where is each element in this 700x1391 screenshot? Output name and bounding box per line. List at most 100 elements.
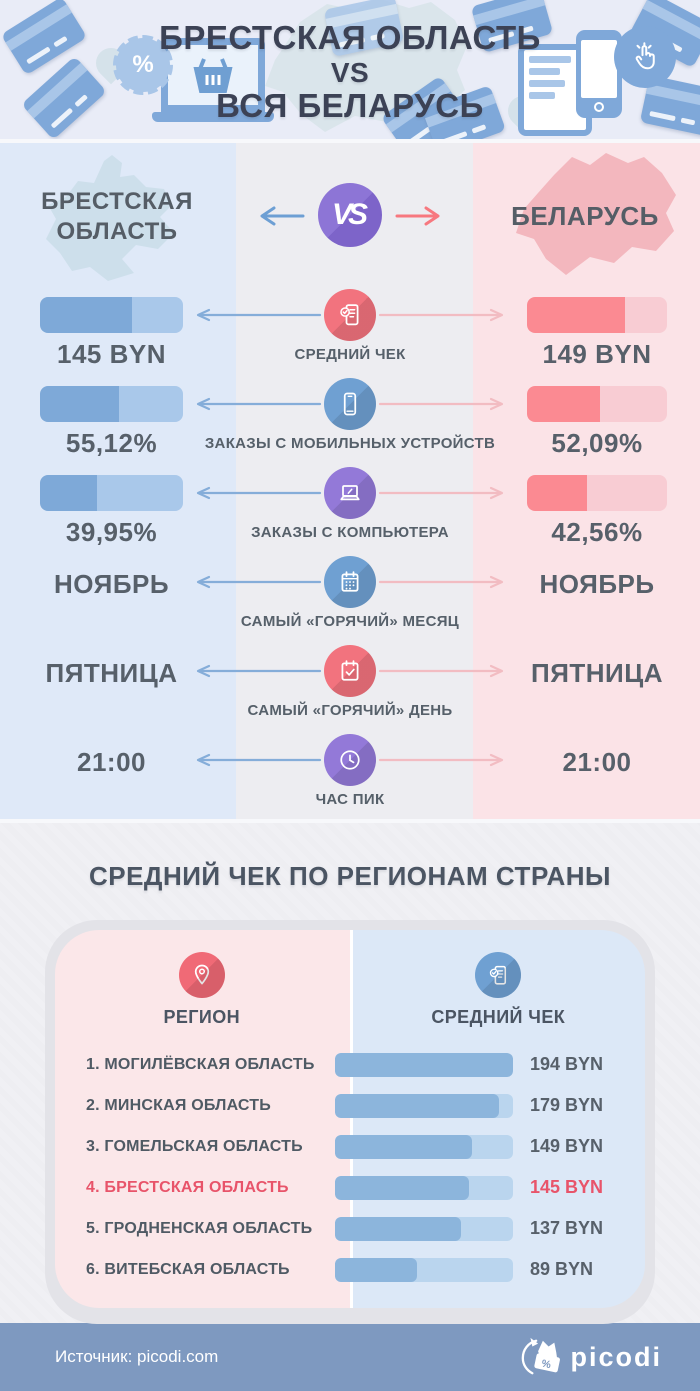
region-bar-fill: [335, 1052, 513, 1077]
region-value: 89 BYN: [530, 1259, 594, 1279]
belarus-map: [516, 153, 676, 275]
value-column-header: СРЕДНИЙ ЧЕК: [352, 952, 646, 1028]
stat-label: ЧАС ПИК: [315, 791, 385, 808]
region-bar-fill: [335, 1093, 499, 1118]
right-value: 42,56%: [551, 517, 643, 547]
left-bar: [40, 475, 183, 511]
stat-label: ЗАКАЗЫ С МОБИЛЬНЫХ УСТРОЙСТВ: [204, 435, 496, 452]
region-bar-fill: [335, 1175, 469, 1200]
region-row: 6. ВИТЕБСКАЯ ОБЛАСТЬ 89 BYN: [55, 1249, 645, 1290]
region-row: 2. МИНСКАЯ ОБЛАСТЬ 179 BYN: [55, 1085, 645, 1126]
left-bar: [40, 297, 183, 333]
right-region-name: БЕЛАРУСЬ: [511, 201, 659, 231]
right-bar: [527, 297, 667, 333]
picodi-wordmark: picodi: [570, 1341, 662, 1372]
arrow-left-icon: [196, 575, 322, 589]
left-value: 55,12%: [65, 428, 158, 458]
region-value: 145 BYN: [530, 1177, 604, 1197]
arrow-left-icon: [260, 206, 305, 226]
value-column-label: СРЕДНИЙ ЧЕК: [431, 1007, 566, 1027]
svg-text:%: %: [540, 1358, 552, 1372]
region-bar: [335, 1257, 513, 1282]
stat-label: САМЫЙ «ГОРЯЧИЙ» МЕСЯЦ: [240, 613, 460, 630]
arrow-right-icon: [378, 308, 504, 322]
region-value: 149 BYN: [530, 1136, 604, 1156]
arrow-left-icon: [196, 664, 322, 678]
calendar-check-icon: [324, 645, 376, 697]
arrow-right-icon: [395, 206, 440, 226]
right-value: 52,09%: [551, 428, 643, 458]
left-bar-fill: [40, 297, 132, 333]
region-bar: [335, 1093, 513, 1118]
arrow-right-icon: [378, 664, 504, 678]
arrow-right-icon: [378, 753, 504, 767]
percent-badge-icon: %: [113, 35, 173, 95]
compare-row-mobile-orders: ЗАКАЗЫ С МОБИЛЬНЫХ УСТРОЙСТВ 55,12% 52,0…: [0, 378, 700, 467]
region-name: 3. ГОМЕЛЬСКАЯ ОБЛАСТЬ: [86, 1137, 303, 1155]
arrow-left-icon: [196, 753, 322, 767]
region-name: 6. ВИТЕБСКАЯ ОБЛАСТЬ: [86, 1260, 290, 1278]
region-bar: [335, 1134, 513, 1159]
arrow-right-icon: [378, 575, 504, 589]
page-title: БРЕСТСКАЯ ОБЛАСТЬ VS ВСЯ БЕЛАРУСЬ: [0, 0, 700, 125]
calendar-icon: [324, 556, 376, 608]
compare-row-hottest-day: САМЫЙ «ГОРЯЧИЙ» ДЕНЬ ПЯТНИЦА ПЯТНИЦА: [0, 645, 700, 734]
arrow-right-icon: [378, 397, 504, 411]
right-value: 149 BYN: [542, 339, 652, 369]
region-bar-fill: [335, 1257, 417, 1282]
region-row: 3. ГОМЕЛЬСКАЯ ОБЛАСТЬ 149 BYN: [55, 1126, 645, 1167]
region-value: 194 BYN: [530, 1054, 604, 1074]
arrow-right-icon: [378, 486, 504, 500]
smartphone-icon: [324, 378, 376, 430]
right-bar-fill: [527, 386, 600, 422]
left-value: 39,95%: [65, 517, 158, 547]
laptop-basket-icon: [152, 38, 274, 122]
vs-badge: VS: [318, 183, 382, 247]
region-name: 4. БРЕСТСКАЯ ОБЛАСТЬ: [86, 1178, 289, 1196]
page-title-line2: VS: [330, 56, 370, 88]
header-banner: % БРЕСТСКАЯ ОБЛАСТЬ VS ВСЯ БЕЛАРУСЬ: [0, 0, 700, 143]
left-bar-fill: [40, 386, 119, 422]
compare-row-peak-hour: ЧАС ПИК 21:00 21:00: [0, 734, 700, 823]
right-bar: [527, 386, 667, 422]
stat-label: ЗАКАЗЫ С КОМПЬЮТЕРА: [251, 524, 449, 541]
stat-label: СРЕДНИЙ ЧЕК: [294, 346, 406, 363]
arrow-left-icon: [196, 397, 322, 411]
right-bar-fill: [527, 475, 588, 511]
clock-icon: [324, 734, 376, 786]
region-bar: [335, 1052, 513, 1077]
left-value: 145 BYN: [57, 339, 166, 369]
brest-region-map: [46, 155, 174, 281]
map-pin-icon: [178, 952, 225, 998]
smartphone-icon: [576, 30, 622, 118]
left-bar: [40, 386, 183, 422]
regions-title: СРЕДНИЙ ЧЕК ПО РЕГИОНАМ СТРАНЫ: [88, 861, 612, 891]
region-value: 179 BYN: [530, 1095, 604, 1115]
comparison-section: БРЕСТСКАЯ ОБЛАСТЬ VS БЕЛАРУСЬ: [0, 143, 700, 823]
region-column-label: РЕГИОН: [163, 1007, 241, 1027]
comparison-header-row: БРЕСТСКАЯ ОБЛАСТЬ VS БЕЛАРУСЬ: [0, 143, 700, 289]
region-bar-fill: [335, 1134, 473, 1159]
compare-row-hottest-month: САМЫЙ «ГОРЯЧИЙ» МЕСЯЦ НОЯБРЬ НОЯБРЬ: [0, 556, 700, 645]
region-row: 1. МОГИЛЁВСКАЯ ОБЛАСТЬ 194 BYN: [55, 1044, 645, 1085]
region-name: 2. МИНСКАЯ ОБЛАСТЬ: [86, 1096, 271, 1114]
source-text: Источник: picodi.com: [55, 1347, 219, 1366]
region-row-highlighted: 4. БРЕСТСКАЯ ОБЛАСТЬ 145 BYN: [55, 1167, 645, 1208]
receipt-check-icon: [475, 952, 522, 998]
right-value: НОЯБРЬ: [539, 569, 655, 599]
region-name: 5. ГРОДНЕНСКАЯ ОБЛАСТЬ: [86, 1219, 313, 1237]
region-name: 1. МОГИЛЁВСКАЯ ОБЛАСТЬ: [86, 1055, 315, 1073]
left-value: 21:00: [77, 747, 146, 777]
regions-section: СРЕДНИЙ ЧЕК ПО РЕГИОНАМ СТРАНЫ РЕГИОН: [0, 823, 700, 1324]
arrow-left-icon: [196, 486, 322, 500]
receipt-check-icon: [324, 289, 376, 341]
compare-row-average-check: СРЕДНИЙ ЧЕК 145 BYN 149 BYN: [0, 289, 700, 378]
laptop-icon: [324, 467, 376, 519]
regions-card: РЕГИОН СРЕДНИЙ ЧЕК 1. МОГИЛЁВСКАЯ ОБЛАСТ…: [45, 920, 655, 1324]
picodi-logo-icon: %: [521, 1337, 560, 1375]
left-bar-fill: [40, 475, 98, 511]
right-value: ПЯТНИЦА: [531, 658, 663, 688]
left-region-name: БРЕСТСКАЯ ОБЛАСТЬ: [41, 188, 193, 245]
right-bar-fill: [527, 297, 625, 333]
region-value: 137 BYN: [530, 1218, 604, 1238]
